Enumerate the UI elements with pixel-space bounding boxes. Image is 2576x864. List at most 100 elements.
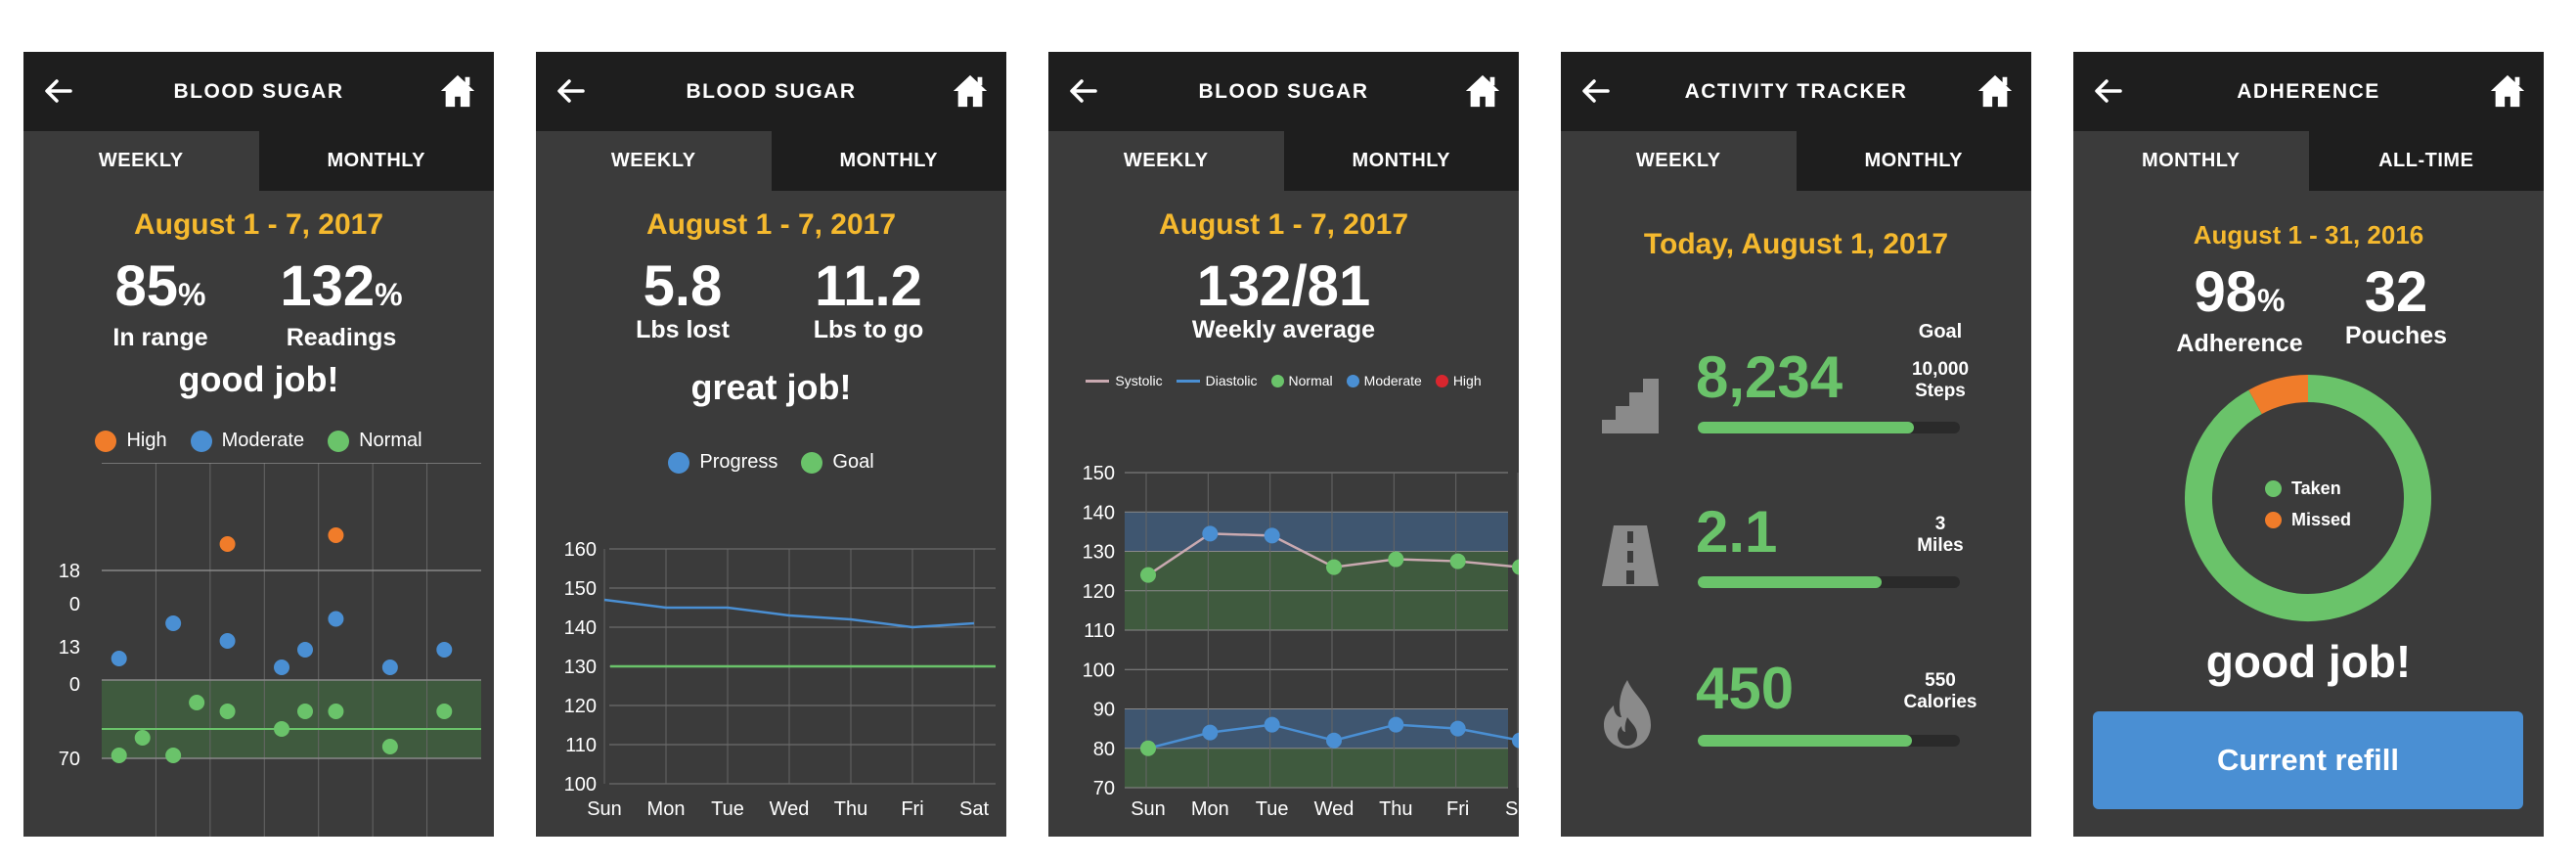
pouches-label: Pouches: [2344, 322, 2448, 349]
tab-bar: WEEKLY MONTHLY: [536, 131, 1006, 191]
screen-title: BLOOD SUGAR: [1198, 80, 1369, 103]
in-range-unit: %: [178, 277, 206, 312]
praise-text: great job!: [690, 367, 852, 407]
back-arrow-icon[interactable]: [41, 73, 76, 109]
legend-item-progress: Progress: [668, 451, 777, 474]
data-point-moderate: [165, 615, 182, 631]
tab-monthly[interactable]: MONTHLY: [771, 131, 1006, 191]
home-icon[interactable]: [1976, 71, 2014, 111]
x-tick-label: Fri: [1446, 798, 1469, 820]
home-icon[interactable]: [1464, 71, 1501, 111]
legend-label-moderate: Moderate: [1363, 373, 1422, 388]
back-arrow-icon[interactable]: [1578, 73, 1614, 109]
legend-dot-taken: [2265, 479, 2282, 497]
back-arrow-icon[interactable]: [554, 73, 589, 109]
data-point-systolic: [1264, 527, 1280, 544]
calories-value: 450: [1696, 656, 1795, 721]
pouches-stat: 32 Pouches: [2308, 260, 2484, 350]
date-range: August 1 - 31, 2016: [2193, 220, 2424, 250]
legend-dot-moderate: [190, 430, 212, 452]
tab-weekly[interactable]: WEEKLY: [1561, 131, 1797, 191]
x-tick-label: Mon: [647, 798, 686, 820]
weight-line-screen: BLOOD SUGAR WEEKLY MONTHLY August 1 - 7,…: [536, 52, 1006, 837]
y-tick-label: 140: [1083, 502, 1115, 523]
screen-title: BLOOD SUGAR: [686, 80, 857, 103]
adherence-unit: %: [2257, 283, 2286, 318]
donut-legend-missed: Missed: [2265, 504, 2351, 535]
y-tick-label: 0: [69, 674, 80, 696]
pouches-value: 32: [2364, 260, 2428, 324]
data-point-systolic: [1202, 525, 1219, 542]
tab-weekly[interactable]: WEEKLY: [536, 131, 772, 191]
steps-goal-unit: Steps: [1915, 381, 1966, 401]
data-point-normal: [189, 695, 205, 710]
x-tick-label: Thu: [834, 798, 867, 820]
donut-slice-taken: [2185, 375, 2431, 621]
adherence-value: 98: [2194, 260, 2258, 324]
legend-item-normal: Normal: [1270, 373, 1333, 388]
y-tick-label: 70: [59, 749, 80, 770]
y-tick-label: 90: [1093, 700, 1115, 721]
donut-legend-taken: Taken: [2265, 473, 2351, 504]
legend-dot-normal: [1270, 374, 1284, 387]
tab-monthly[interactable]: MONTHLY: [1796, 131, 2031, 191]
date-range: August 1 - 7, 2017: [133, 208, 384, 241]
data-point-high: [219, 536, 236, 552]
tab-bar: WEEKLY MONTHLY: [1048, 131, 1519, 191]
y-tick-label: 120: [1083, 581, 1115, 603]
data-point-moderate: [328, 611, 344, 627]
tab-bar: MONTHLY ALL-TIME: [2073, 131, 2544, 191]
home-icon[interactable]: [2489, 71, 2526, 111]
tab-monthly[interactable]: MONTHLY: [258, 131, 494, 191]
data-point-normal: [381, 739, 398, 754]
tab-all-time[interactable]: ALL-TIME: [2308, 131, 2544, 191]
y-tick-label: 150: [564, 578, 597, 600]
tab-bar: WEEKLY MONTHLY: [23, 131, 494, 191]
x-tick-label: Wed: [770, 798, 810, 820]
tab-monthly[interactable]: MONTHLY: [2073, 131, 2309, 191]
goal-header: Goal: [1918, 321, 1963, 342]
weight-line-chart: 160 150 140 130 120 110 100 Sun Mon Tue Wed Thu Fri…: [564, 539, 996, 820]
data-point-normal: [274, 721, 289, 737]
back-arrow-icon[interactable]: [1066, 73, 1101, 109]
header-bar: BLOOD SUGAR: [536, 52, 1006, 131]
calories-goal-number: 550: [1925, 670, 1956, 691]
calories-progress-fill: [1698, 735, 1913, 747]
steps-goal: 10,000 Steps: [1882, 359, 1999, 402]
y-tick-label: 130: [1083, 542, 1115, 564]
in-range-label: In range: [112, 324, 208, 351]
tab-monthly[interactable]: MONTHLY: [1283, 131, 1519, 191]
praise-text: good job!: [2205, 636, 2412, 687]
data-point-normal: [134, 730, 151, 746]
y-tick-label: 100: [1083, 659, 1115, 681]
legend-dot-moderate: [1346, 374, 1359, 387]
y-tick-label: 70: [1093, 778, 1115, 799]
readings-stat: 132% Readings: [258, 257, 424, 352]
legend-dot-progress: [668, 451, 690, 474]
steps-goal-number: 10,000: [1911, 359, 1970, 380]
current-refill-button[interactable]: Current refill: [2093, 711, 2523, 809]
data-point-moderate: [219, 633, 236, 649]
screen-title: ADHERENCE: [2237, 80, 2380, 103]
legend-item-normal: Normal: [328, 430, 422, 452]
home-icon[interactable]: [439, 71, 476, 111]
x-tick-label: Sun: [587, 798, 622, 820]
data-point-diastolic: [1326, 732, 1342, 749]
y-tick-label: 100: [564, 774, 597, 796]
miles-progress-fill: [1698, 576, 1882, 588]
x-tick-label: Tue: [1256, 798, 1289, 820]
blood-sugar-scatter-screen: BLOOD SUGAR WEEKLY MONTHLY August 1 - 7,…: [23, 52, 494, 837]
legend-label-normal: Normal: [359, 430, 422, 451]
donut-slice-missed: [2248, 375, 2309, 415]
tab-weekly[interactable]: WEEKLY: [23, 131, 259, 191]
data-point-systolic: [1140, 567, 1156, 583]
blood-pressure-chart: 150 140 130 120 110 100 90 80 70 Sun Mon Tue Wed Thu…: [1083, 463, 1519, 820]
miles-value: 2.1: [1696, 499, 1778, 565]
tab-weekly[interactable]: WEEKLY: [1048, 131, 1284, 191]
adherence-donut-chart: [2185, 375, 2431, 621]
data-point-diastolic: [1264, 716, 1280, 733]
home-icon[interactable]: [952, 71, 989, 111]
back-arrow-icon[interactable]: [2091, 73, 2126, 109]
legend-line-diastolic: [1176, 379, 1200, 383]
legend-dot-normal: [328, 430, 350, 452]
